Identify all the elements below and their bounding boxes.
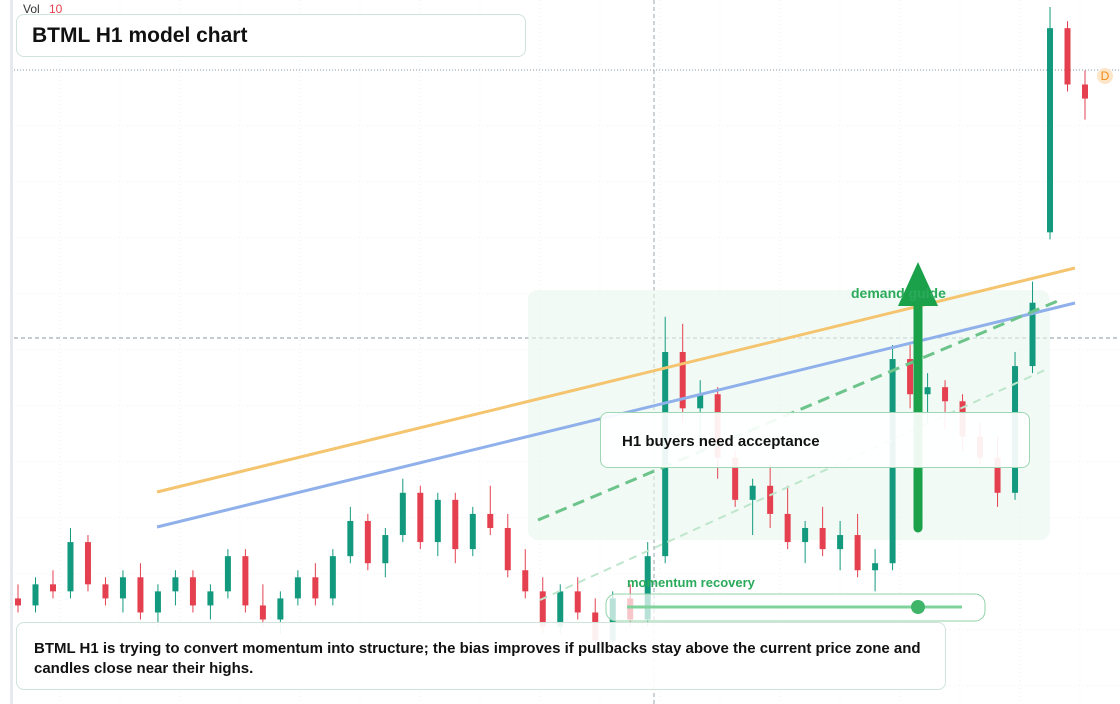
candle-body [1047,28,1054,233]
candle-body [224,556,231,592]
candle-body [382,535,389,564]
annotation: H1 buyers need acceptance [622,433,820,450]
candle-body [749,485,756,500]
annotation-box: H1 buyers need acceptance [600,412,1030,468]
summary-box: BTML H1 is trying to convert momentum in… [16,622,946,690]
candle-body [277,598,284,620]
candle-body [329,556,336,599]
candle-body [207,591,214,606]
candle-body [312,577,319,599]
candle-body [102,584,109,599]
candle-body [1029,302,1036,367]
candle-body [119,577,126,599]
candle-body [837,535,844,550]
marker-bg [1097,68,1113,84]
zone-label: demand guide [851,285,946,301]
marker: D [1101,69,1110,83]
candle-body [924,387,931,395]
candle-body [732,457,739,500]
arrow-head [898,262,938,306]
title-box: BTML H1 model chart [16,14,526,57]
momentum-label: momentum recovery [627,575,756,590]
candle-body [644,556,651,620]
candle-body [487,513,494,528]
candle-body [504,528,511,571]
volume-label: Vol [23,2,40,16]
candle-body [399,492,406,536]
candle-body [557,591,564,627]
candle-body [784,513,791,543]
candle-body [1064,28,1071,85]
candle-body [697,394,704,409]
candle-body [539,591,546,627]
candle-body [417,492,424,543]
candle-body [259,605,266,620]
trendline-faint [539,369,1046,601]
candle-body [294,577,301,599]
volume-value: 10 [49,2,63,16]
candle-body [84,542,91,585]
candle-body [172,577,179,592]
candle-body [137,577,144,613]
candle-body [49,584,56,592]
candle-body [802,528,809,543]
left-edge [10,0,13,704]
candle-body [679,352,686,409]
candle-body [872,563,879,571]
candle-body [574,591,581,613]
candle-body [347,520,354,557]
candle-body [452,499,459,550]
candle-body [434,499,441,543]
momentum-dot [911,600,925,614]
candle-body [1082,84,1088,99]
candle-body [819,528,826,550]
candle-body [15,598,21,606]
candle-body [994,457,1001,493]
candle-body [522,570,529,592]
summary: BTML H1 is trying to convert momentum in… [34,640,921,677]
candle-body [67,542,74,592]
candle-body [907,359,914,395]
candle-body [767,485,774,514]
candle-body [154,591,161,613]
candle-body [32,584,39,606]
candle-body [242,556,249,606]
candle-body [469,513,476,550]
candle-body [854,535,861,571]
chart-title: BTML H1 model chart [32,24,248,47]
candle-body [364,520,371,564]
candle-body [189,577,196,606]
candle-body [942,387,949,402]
